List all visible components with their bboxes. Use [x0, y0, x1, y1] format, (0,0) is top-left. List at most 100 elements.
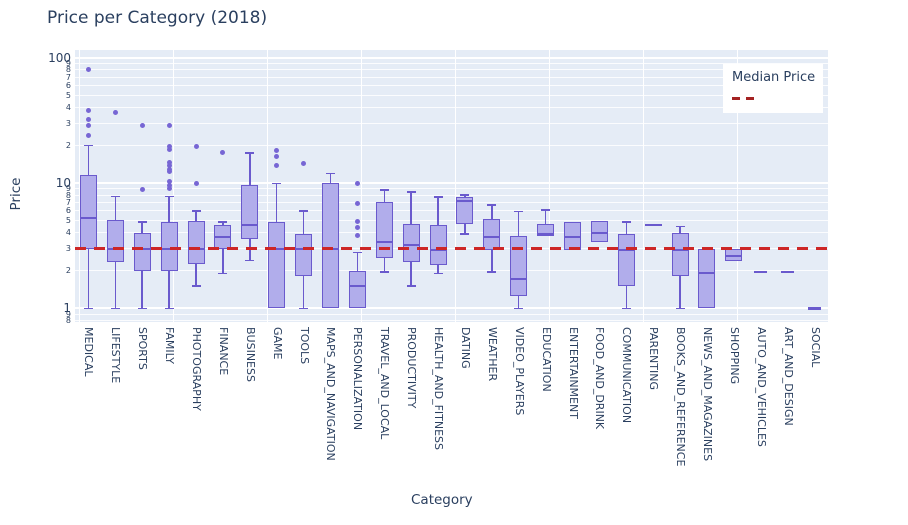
x-tick-label-VIDEO_PLAYERS: VIDEO_PLAYERS: [512, 327, 526, 416]
y-tick-label: 8: [65, 315, 71, 325]
box-HEALTH_AND_FITNESS[interactable]: [429, 225, 447, 266]
x-gridline: [361, 50, 362, 322]
y-gridline: [75, 232, 828, 234]
box-TRAVEL_AND_LOCAL[interactable]: [375, 202, 393, 259]
whisker-cap-bottom: [487, 271, 497, 273]
outlier-dot[interactable]: [354, 181, 360, 187]
whisker-cap-bottom: [379, 271, 389, 273]
median-COMMUNICATION: [617, 249, 635, 252]
x-tick-label-TRAVEL_AND_LOCAL: TRAVEL_AND_LOCAL: [378, 327, 392, 440]
outlier-dot[interactable]: [166, 178, 172, 184]
outlier-dot[interactable]: [85, 117, 91, 123]
whisker-cap-top: [272, 182, 282, 185]
box-BOOKS_AND_REFERENCE[interactable]: [671, 232, 689, 277]
box-VIDEO_PLAYERS[interactable]: [510, 235, 528, 297]
legend-item-median-price[interactable]: Median Price: [732, 70, 816, 85]
outlier-dot[interactable]: [139, 122, 145, 128]
outlier-dot[interactable]: [166, 185, 172, 191]
outlier-dot[interactable]: [139, 187, 145, 193]
outlier-dot[interactable]: [85, 132, 91, 138]
box-SOCIAL[interactable]: [808, 307, 822, 310]
whisker-cap-top: [379, 189, 389, 191]
median-PERSONALIZATION: [348, 285, 366, 288]
x-tick-label-SOCIAL: SOCIAL: [808, 327, 822, 368]
x-gridline: [267, 50, 268, 322]
y-gridline: [75, 69, 828, 71]
whisker-cap-top: [299, 210, 309, 212]
outlier-dot[interactable]: [85, 107, 91, 113]
box-PHOTOGRAPHY[interactable]: [187, 220, 205, 265]
median-PARENTING: [644, 224, 662, 227]
outlier-dot[interactable]: [274, 153, 280, 159]
outlier-dot[interactable]: [193, 144, 199, 150]
outlier-dot[interactable]: [193, 180, 199, 186]
box-LIFESTYLE[interactable]: [106, 219, 124, 262]
box-AUTO_AND_VEHICLES[interactable]: [754, 270, 768, 274]
whisker-cap-bottom: [164, 307, 174, 310]
median-PRODUCTIVITY: [402, 244, 420, 246]
y-gridline: [75, 56, 828, 59]
outlier-dot[interactable]: [274, 162, 280, 168]
median-DATING: [456, 199, 474, 202]
median-FOOD_AND_DRINK: [590, 231, 608, 234]
outlier-dot[interactable]: [166, 163, 172, 169]
box-FAMILY[interactable]: [160, 221, 178, 271]
whisker-EDUCATION: [544, 209, 547, 236]
box-GAME[interactable]: [268, 221, 286, 309]
whisker-cap-top: [675, 225, 685, 228]
whisker-cap-top: [164, 195, 174, 198]
median-FINANCE: [214, 236, 232, 239]
x-tick-label-AUTO_AND_VEHICLES: AUTO_AND_VEHICLES: [754, 327, 768, 447]
box-ART_AND_DESIGN[interactable]: [781, 270, 795, 274]
outlier-dot[interactable]: [354, 219, 360, 225]
y-gridline: [75, 84, 828, 86]
outlier-dot[interactable]: [166, 122, 172, 128]
box-FOOD_AND_DRINK[interactable]: [590, 220, 608, 242]
outlier-dot[interactable]: [354, 225, 360, 231]
box-WEATHER[interactable]: [483, 218, 501, 251]
outlier-dot[interactable]: [166, 144, 172, 150]
x-tick-label-FINANCE: FINANCE: [216, 327, 230, 376]
outlier-dot[interactable]: [166, 147, 172, 153]
whisker-cap-top: [433, 196, 443, 198]
outlier-dot[interactable]: [354, 200, 360, 206]
box-MEDICAL[interactable]: [79, 175, 97, 249]
whisker-cap-top: [621, 221, 631, 223]
y-gridline: [75, 144, 828, 146]
y-tick-label: 8: [65, 190, 71, 200]
outlier-dot[interactable]: [112, 110, 118, 116]
outlier-dot[interactable]: [354, 233, 360, 239]
box-TOOLS[interactable]: [295, 234, 313, 277]
median-NEWS_AND_MAGAZINES: [698, 272, 716, 275]
box-COMMUNICATION[interactable]: [617, 234, 635, 287]
whisker-cap-bottom: [675, 307, 685, 310]
whisker-cap-top: [218, 221, 228, 223]
x-tick-label-BUSINESS: BUSINESS: [243, 327, 257, 382]
outlier-dot[interactable]: [166, 182, 172, 188]
whisker-cap-bottom: [433, 272, 443, 275]
legend[interactable]: Median Price: [723, 64, 823, 113]
outlier-dot[interactable]: [220, 149, 226, 155]
box-PRODUCTIVITY[interactable]: [402, 224, 420, 262]
whisker-cap-top: [137, 221, 147, 223]
box-MAPS_AND_NAVIGATION[interactable]: [321, 183, 339, 309]
x-tick-label-SHOPPING: SHOPPING: [727, 327, 741, 385]
y-tick-label: 6: [65, 80, 71, 90]
outlier-dot[interactable]: [85, 122, 91, 128]
y-gridline: [75, 62, 828, 64]
box-SPORTS[interactable]: [133, 232, 151, 271]
outlier-dot[interactable]: [166, 166, 172, 172]
whisker-cap-top: [406, 191, 416, 193]
box-NEWS_AND_MAGAZINES[interactable]: [698, 248, 716, 309]
box-BUSINESS[interactable]: [241, 185, 259, 239]
outlier-dot[interactable]: [85, 67, 91, 73]
x-gridline: [79, 50, 80, 322]
outlier-dot[interactable]: [166, 159, 172, 165]
outlier-dot[interactable]: [274, 147, 280, 153]
box-PERSONALIZATION[interactable]: [348, 270, 366, 309]
whisker-cap-top: [325, 172, 335, 175]
outlier-dot[interactable]: [166, 169, 172, 175]
outlier-dot[interactable]: [301, 160, 307, 166]
box-DATING[interactable]: [456, 196, 474, 225]
whisker-cap-bottom: [245, 259, 255, 262]
